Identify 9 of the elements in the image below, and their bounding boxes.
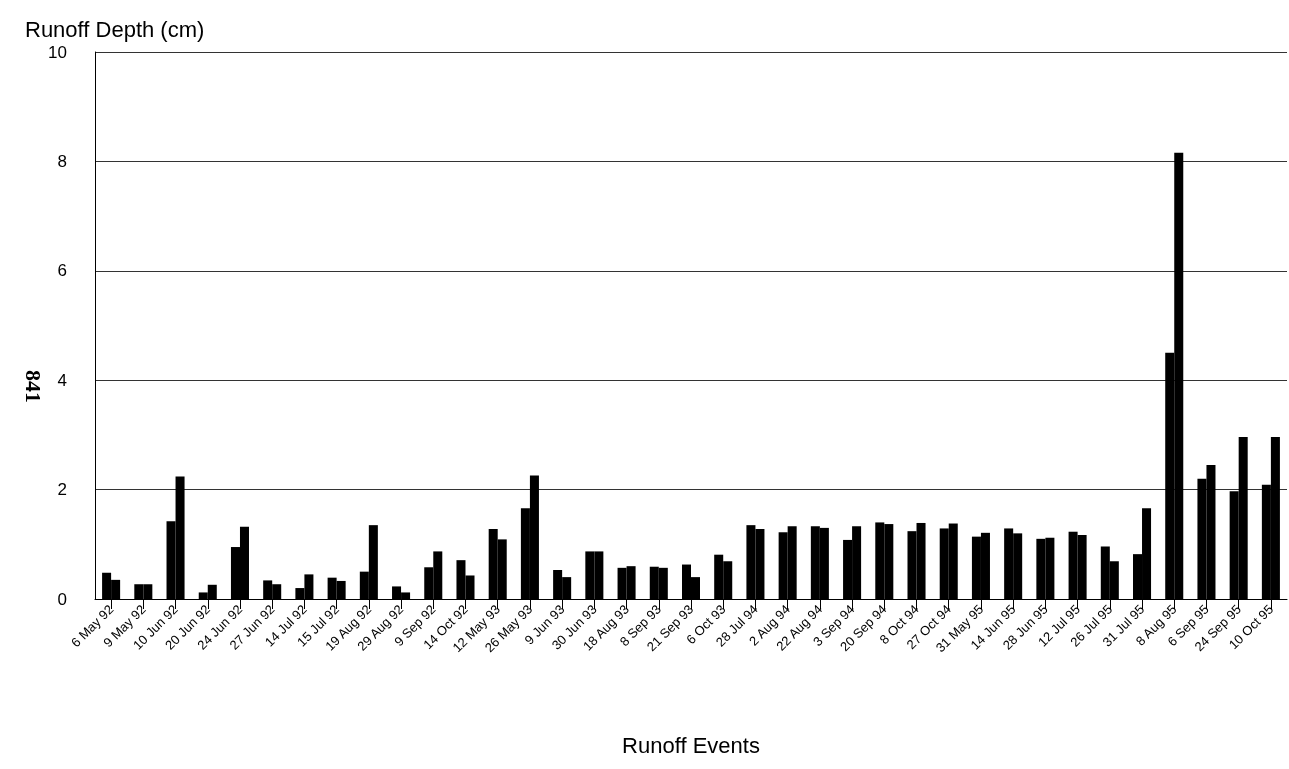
y-tick-label: 0 xyxy=(57,589,67,609)
text: 841 xyxy=(20,370,46,403)
x-axis-title: Runoff Events xyxy=(622,732,760,758)
y-tick-label: 6 xyxy=(57,261,67,281)
y-tick-label: 8 xyxy=(57,151,67,171)
y-axis-title: Runoff Depth (cm) xyxy=(25,16,205,42)
y-tick-label: 4 xyxy=(57,370,67,390)
y-tick-label: 10 xyxy=(48,42,67,62)
y-tick-label: 2 xyxy=(57,480,67,500)
